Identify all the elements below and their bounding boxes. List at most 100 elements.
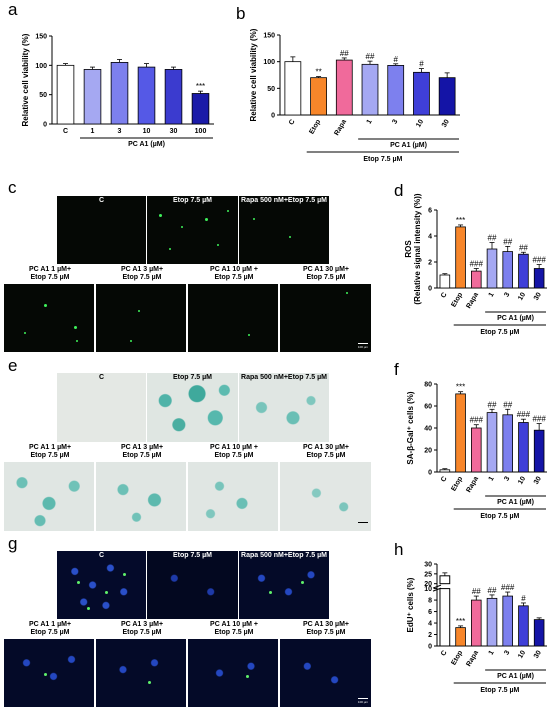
x-tick-label: 1 [91,128,95,135]
x-tick-label: Etop [450,292,464,309]
significance-label: ** [315,68,321,77]
x-tick-label: C [440,650,449,658]
y-tick-label: 100 [35,63,47,70]
significance-label: ### [470,260,484,269]
bar [534,620,544,646]
bar [456,628,466,646]
label-e-pc1: PC A1 1 µM+ Etop 7.5 µM [4,444,96,460]
bar [336,60,352,115]
y-tick-label: 0 [271,113,275,120]
y-tick-label: 25 [424,571,432,578]
micrograph-c-etop: Etop 7.5 µM [147,196,238,264]
bar [165,69,182,124]
micrograph-c-pc3 [96,284,186,352]
outer-label: Etop 7.5 µM [363,156,402,163]
panel-letter-e: e [8,356,17,376]
y-tick-label: 30 [424,562,432,569]
significance-label: ## [519,243,528,252]
bar [519,606,529,646]
y-axis-label: SA-β-Gal⁺ cells (%) [406,391,415,464]
micrograph-c-pc10 [188,284,278,352]
significance-label: ## [472,587,481,596]
significance-label: *** [456,617,465,626]
x-tick-label: Rapa [465,649,480,667]
significance-label: ## [503,400,512,409]
y-axis-label: EdU⁺ cells (%) [406,577,415,632]
micrograph-g-control: C [57,551,146,619]
micrograph-c-pc1 [4,284,94,352]
y-tick-label: 150 [263,33,275,40]
bar [503,596,513,646]
caption: Rapa 500 nM+Etop 7.5 µM [239,197,329,205]
significance-label: ## [488,234,497,243]
caption: Etop 7.5 µM [147,374,238,382]
y-tick-label: 8 [428,598,432,605]
y-axis-label: (Relative signal intensity (%)) [413,193,422,304]
bar [440,275,450,288]
significance-label: *** [196,82,205,91]
label-g-pc10: PC A1 10 µM + Etop 7.5 µM [188,621,280,637]
x-tick-label: Rapa [465,475,480,493]
x-tick-label: 3 [118,128,122,135]
x-tick-label: 1 [488,649,496,656]
panel-letter-f: f [394,360,399,380]
caption: C [57,197,146,205]
micrograph-e-control: C [57,373,146,442]
x-tick-label: C [440,476,449,484]
x-tick-label: Etop [450,650,464,667]
micrograph-c-pc30: 100 µm [280,284,371,352]
significance-label: *** [456,383,465,392]
bar [534,430,544,472]
significance-label: *** [456,216,465,225]
x-tick-label: 1 [488,291,496,298]
x-tick-label: 10 [517,291,527,301]
significance-label: ## [340,49,349,58]
significance-label: ## [488,586,497,595]
micrograph-e-pc1 [4,462,94,531]
bar [471,428,481,472]
outer-label: Etop 7.5 µM [480,513,519,520]
significance-label: ### [501,583,515,592]
y-tick-label: 60 [424,404,432,411]
y-tick-label: 0 [43,122,47,129]
bar [439,78,455,115]
y-tick-label: 50 [267,86,275,93]
micrograph-g-etop: Etop 7.5 µM [147,551,238,619]
y-tick-label: 50 [39,92,47,99]
significance-label: # [419,60,424,69]
x-tick-label: C [63,128,68,135]
bar [471,600,481,646]
x-tick-label: Rapa [333,118,348,136]
label-c-pc3: PC A1 3 µM+ Etop 7.5 µM [96,266,188,282]
y-tick-label: 0 [428,644,432,651]
y-tick-label: 4 [428,621,432,628]
micrograph-e-etop: Etop 7.5 µM [147,373,238,442]
bar [84,69,101,124]
caption: Rapa 500 nM+Etop 7.5 µM [239,374,329,382]
x-tick-label: 3 [503,475,511,482]
label-g-pc3: PC A1 3 µM+ Etop 7.5 µM [96,621,188,637]
label-g-pc30: PC A1 30 µM+ Etop 7.5 µM [280,621,372,637]
y-tick-label: 20 [424,448,432,455]
bar [519,423,529,473]
caption: Etop 7.5 µM [147,197,238,205]
x-tick-label: 30 [170,128,178,135]
bar [456,227,466,288]
outer-label: Etop 7.5 µM [480,687,519,694]
bar [111,62,128,124]
significance-label: ### [532,415,546,424]
y-tick-label: 150 [35,34,47,41]
x-tick-label: Etop [308,119,322,136]
y-tick-label: 2 [428,632,432,639]
bar [57,65,74,124]
x-tick-label: 30 [533,475,543,485]
chart-f: 0 20 40 60 80 SA-β-Gal⁺ cells (%) C *** Etop ### R… [405,366,550,536]
group-label: PC A1 (µM) [497,499,534,506]
bar [503,252,513,288]
label-c-pc10: PC A1 10 µM + Etop 7.5 µM [188,266,280,282]
micrograph-e-rapa: Rapa 500 nM+Etop 7.5 µM [239,373,329,442]
caption: C [57,374,146,382]
label-c-pc30: PC A1 30 µM+ Etop 7.5 µM [280,266,372,282]
scale-bar-label: 100 µm [358,700,368,704]
